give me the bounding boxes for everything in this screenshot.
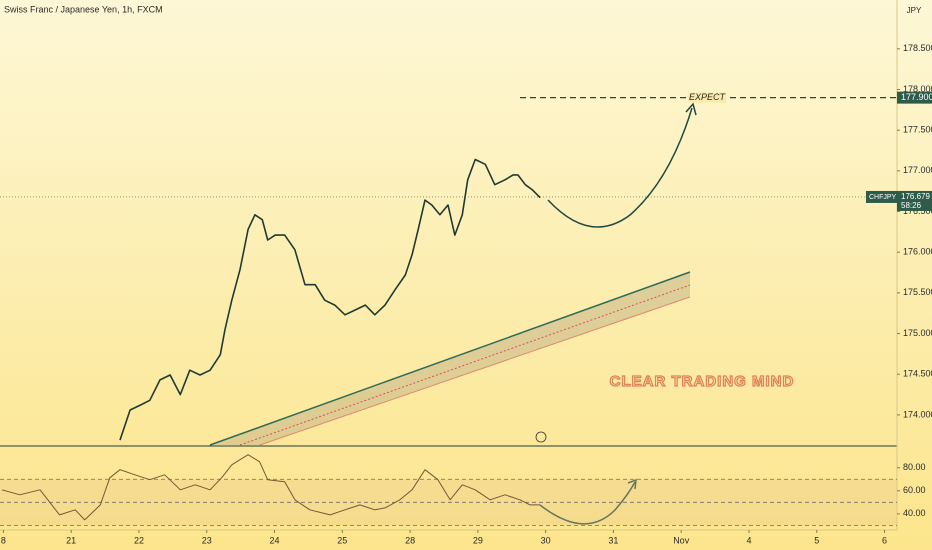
y-tick-label: 80.00 xyxy=(903,462,926,472)
y-tick-label: 174.500 xyxy=(903,369,932,379)
chart-layer: 174.000174.500175.000175.500176.000176.5… xyxy=(0,43,932,545)
x-tick-label: 4 xyxy=(746,535,751,545)
currency-label: JPY xyxy=(907,6,922,15)
x-tick-label: 28 xyxy=(405,535,415,545)
y-tick-label: 177.000 xyxy=(903,165,932,175)
target-tag-label: 177.900 xyxy=(901,92,932,102)
y-tick-label: 176.000 xyxy=(903,247,932,257)
last-price-label: 176.679 xyxy=(901,192,930,201)
symbol-tag-label: CHFJPY xyxy=(869,194,897,201)
y-tick-label: 177.500 xyxy=(903,125,932,135)
event-icon[interactable] xyxy=(535,431,547,443)
x-tick-label: Nov xyxy=(673,535,690,545)
channel-mid xyxy=(239,284,691,446)
y-tick-label: 60.00 xyxy=(903,485,926,495)
target-tag xyxy=(897,91,932,104)
target-annotation-bg xyxy=(688,92,726,103)
x-tick-label: 25 xyxy=(337,535,347,545)
y-tick-label: 175.500 xyxy=(903,287,932,297)
x-tick-label: 22 xyxy=(134,535,144,545)
chart-title: Swiss Franc / Japanese Yen, 1h, FXCM xyxy=(4,4,163,14)
countdown-label: 58:26 xyxy=(901,201,922,210)
x-tick-label: 21 xyxy=(66,535,76,545)
y-tick-label: 174.000 xyxy=(903,409,932,419)
arrow-head xyxy=(685,102,697,116)
series-line xyxy=(119,158,541,441)
x-tick-label: 6 xyxy=(882,535,887,545)
x-tick-label: 29 xyxy=(473,535,483,545)
x-tick-label: 8 xyxy=(1,535,6,545)
x-tick-label: 5 xyxy=(814,535,819,545)
channel-top xyxy=(209,271,691,446)
x-tick-label: 30 xyxy=(541,535,551,545)
x-tick-label: 31 xyxy=(608,535,618,545)
series-line xyxy=(1,454,541,521)
last-price-tag xyxy=(897,190,932,211)
y-tick-label: 40.00 xyxy=(903,508,926,518)
target-annotation: EXPECT xyxy=(689,92,727,102)
x-tick-label: 24 xyxy=(270,535,280,545)
y-tick-label: 178.500 xyxy=(903,43,932,53)
symbol-tag xyxy=(866,190,897,203)
channel-bottom xyxy=(259,296,691,446)
y-tick-label: 178.000 xyxy=(903,84,932,94)
y-tick-label: 175.000 xyxy=(903,328,932,338)
rsi-arrow xyxy=(539,481,636,525)
rsi-arrow-head xyxy=(627,478,637,490)
projection-arrow xyxy=(547,107,693,228)
x-tick-label: 23 xyxy=(202,535,212,545)
watermark: CLEAR TRADING MIND xyxy=(610,373,795,390)
